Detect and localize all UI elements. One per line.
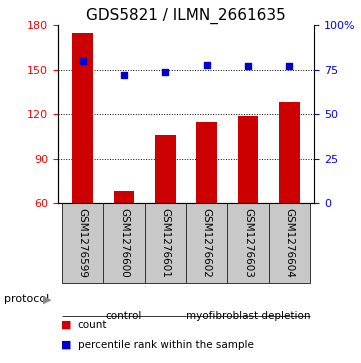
Text: myofibroblast depletion: myofibroblast depletion bbox=[186, 311, 310, 321]
Bar bbox=[62, 203, 103, 283]
Bar bbox=[144, 203, 186, 283]
Bar bbox=[238, 116, 258, 203]
Text: protocol: protocol bbox=[4, 294, 49, 305]
Text: ■: ■ bbox=[61, 320, 72, 330]
Text: GSM1276603: GSM1276603 bbox=[243, 208, 253, 278]
Bar bbox=[196, 122, 217, 203]
Bar bbox=[186, 203, 227, 283]
Point bbox=[121, 72, 127, 78]
Bar bbox=[269, 203, 310, 283]
Bar bbox=[72, 33, 93, 203]
Point bbox=[286, 64, 292, 69]
Text: GSM1276604: GSM1276604 bbox=[284, 208, 294, 278]
Bar bbox=[279, 102, 300, 203]
Title: GDS5821 / ILMN_2661635: GDS5821 / ILMN_2661635 bbox=[86, 8, 286, 24]
Point bbox=[80, 58, 86, 64]
Text: GSM1276601: GSM1276601 bbox=[160, 208, 170, 278]
Bar bbox=[227, 203, 269, 283]
Point bbox=[204, 62, 209, 68]
Text: GSM1276602: GSM1276602 bbox=[201, 208, 212, 278]
Text: count: count bbox=[78, 320, 107, 330]
Bar bbox=[155, 135, 175, 203]
Text: ■: ■ bbox=[61, 340, 72, 350]
Text: control: control bbox=[106, 311, 142, 321]
Text: percentile rank within the sample: percentile rank within the sample bbox=[78, 340, 253, 350]
Bar bbox=[103, 203, 144, 283]
Point bbox=[162, 69, 168, 74]
Text: ▶: ▶ bbox=[43, 294, 51, 305]
Text: GSM1276600: GSM1276600 bbox=[119, 208, 129, 278]
Text: GSM1276599: GSM1276599 bbox=[78, 208, 88, 278]
Bar bbox=[114, 191, 134, 203]
Point bbox=[245, 64, 251, 69]
